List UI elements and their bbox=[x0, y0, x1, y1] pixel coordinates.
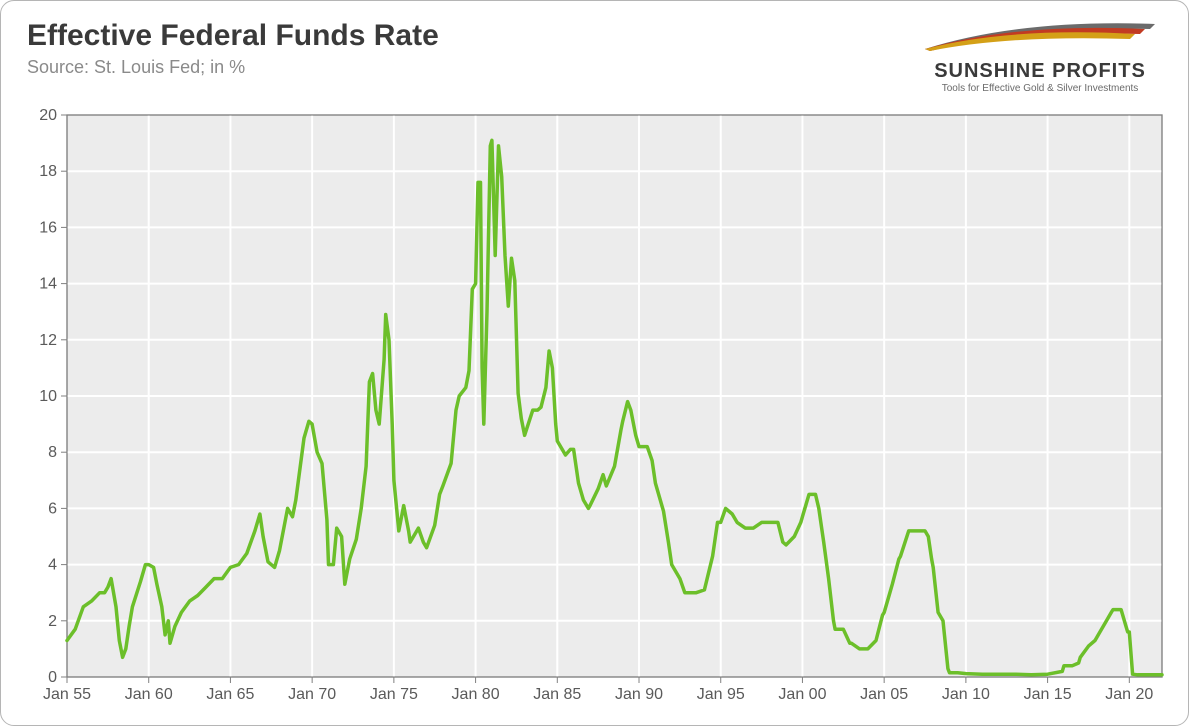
x-tick-label: Jan 10 bbox=[942, 686, 990, 703]
x-tick-label: Jan 95 bbox=[697, 686, 745, 703]
x-tick-label: Jan 75 bbox=[370, 686, 418, 703]
x-tick-label: Jan 65 bbox=[206, 686, 254, 703]
logo-tagline: Tools for Effective Gold & Silver Invest… bbox=[910, 83, 1170, 94]
y-tick-label: 0 bbox=[48, 669, 57, 686]
logo: SUNSHINE PROFITS Tools for Effective Gol… bbox=[910, 19, 1170, 94]
x-tick-label: Jan 20 bbox=[1105, 686, 1153, 703]
x-tick-label: Jan 70 bbox=[288, 686, 336, 703]
x-tick-label: Jan 00 bbox=[778, 686, 826, 703]
x-tick-label: Jan 90 bbox=[615, 686, 663, 703]
x-tick-label: Jan 15 bbox=[1024, 686, 1072, 703]
logo-swoosh-icon bbox=[920, 19, 1160, 59]
y-tick-label: 18 bbox=[39, 163, 57, 180]
logo-title: SUNSHINE PROFITS bbox=[910, 60, 1170, 83]
line-chart: 0 2 4 6 8 10 12 14 16 18 20 Jan 55 Jan 60 Jan 65 Jan 7… bbox=[19, 109, 1170, 707]
header: Effective Federal Funds Rate Source: St.… bbox=[19, 19, 1170, 99]
chart-area: 0 2 4 6 8 10 12 14 16 18 20 Jan 55 Jan 60 Jan 65 Jan 7… bbox=[19, 109, 1170, 707]
y-tick-label: 16 bbox=[39, 219, 57, 236]
x-tick-label: Jan 85 bbox=[533, 686, 581, 703]
x-tick-label: Jan 80 bbox=[452, 686, 500, 703]
y-tick-label: 8 bbox=[48, 444, 57, 461]
y-tick-label: 20 bbox=[39, 109, 57, 124]
x-tick-label: Jan 05 bbox=[860, 686, 908, 703]
y-tick-label: 12 bbox=[39, 332, 57, 349]
x-tick-label: Jan 55 bbox=[43, 686, 91, 703]
chart-frame: Effective Federal Funds Rate Source: St.… bbox=[0, 0, 1189, 726]
y-tick-label: 4 bbox=[48, 557, 57, 574]
y-tick-label: 14 bbox=[39, 276, 57, 293]
y-tick-label: 6 bbox=[48, 500, 57, 517]
y-tick-label: 2 bbox=[48, 613, 57, 630]
y-tick-label: 10 bbox=[39, 388, 57, 405]
x-tick-label: Jan 60 bbox=[125, 686, 173, 703]
